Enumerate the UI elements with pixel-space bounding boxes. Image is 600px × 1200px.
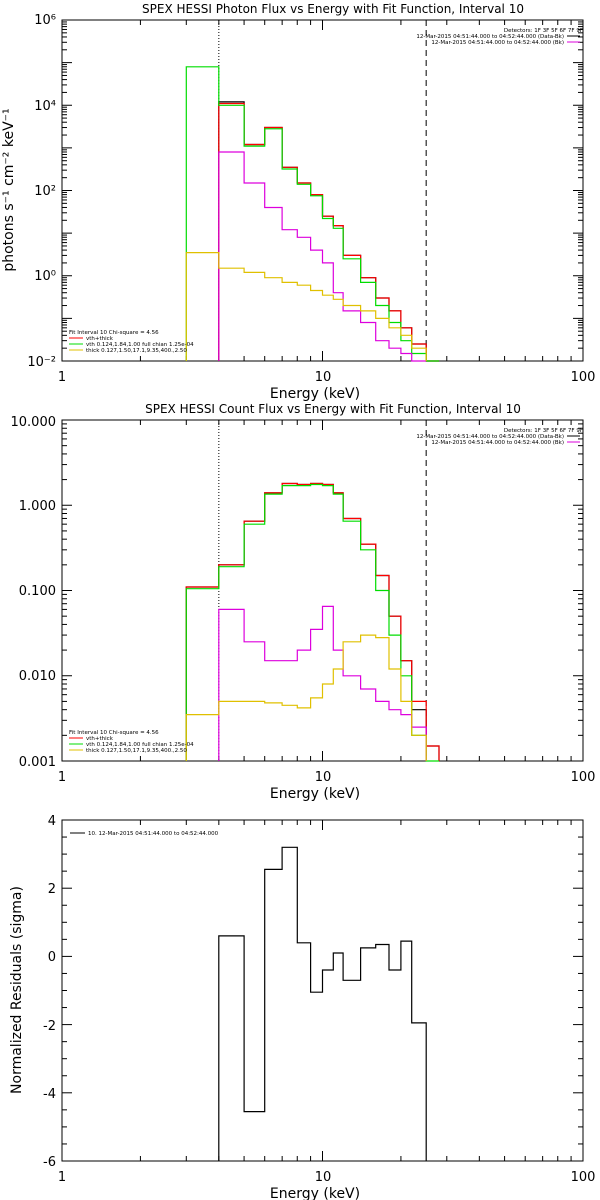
count-ytick-label: 1.000 [19,499,56,514]
photon-fit-legend: Fit Interval 10 Chi-square = 4.56 vth+th… [69,330,194,354]
count-axis-ticks [62,420,583,761]
residuals-ytick-label: -2 [43,1019,56,1034]
count-series-vth-thick [185,482,440,761]
photon-fit-title: Fit Interval 10 Chi-square = 4.56 [69,330,159,336]
photon-detectors-text: Detectors: 1F 3F 5F 6F 7F 9F [504,28,583,34]
photon-range-lines [218,20,427,361]
count-fit-legend: Fit Interval 10 Chi-square = 4.56 vth+th… [69,730,194,754]
photon-legend: Detectors: 1F 3F 5F 6F 7F 9F 12-Mar-2015… [416,28,583,46]
photon-fit-label: vth+thick [86,336,114,342]
photon-y-axis-label: photons s⁻¹ cm⁻² keV⁻¹ [1,108,17,271]
photon-plot-frame [61,19,584,362]
photon-ytick-label: 10⁻² [27,355,56,370]
count-ytick-label: 10.000 [11,415,57,430]
photon-flux-panel: SPEX HESSI Photon Flux vs Energy with Fi… [1,2,595,402]
residuals-legend: 10. 12-Mar-2015 04:51:44.000 to 04:52:44… [70,831,219,837]
count-panel-title: SPEX HESSI Count Flux vs Energy with Fit… [145,402,521,416]
residuals-axis-ticks [62,820,583,1161]
count-series-bk [218,605,427,761]
residuals-series-residuals [218,846,427,1161]
count-fit-label: thick 0.127,1.50,17.1,9.35,400.,2.50 [86,748,187,754]
count-fit-title: Fit Interval 10 Chi-square = 4.56 [69,730,159,736]
photon-ytick-label: 10⁴ [34,99,56,114]
count-ytick-label: 0.001 [19,755,56,770]
photon-xtick-label: 1 [58,370,66,385]
residuals-ytick-label: -4 [43,1087,56,1102]
residuals-ytick-label: 0 [48,950,56,965]
photon-panel-title: SPEX HESSI Photon Flux vs Energy with Fi… [142,2,524,16]
residuals-ytick-label: -6 [43,1155,56,1170]
count-xtick-label: 100 [571,770,596,785]
count-legend-label: 12-Mar-2015 04:51:44.000 to 04:52:44.000… [431,440,564,446]
count-ytick-label: 0.010 [19,669,56,684]
residuals-panel: -6 -4 -2 0 2 4 1 10 100 Energy (keV) Nor… [9,814,595,1200]
count-detectors-text: Detectors: 1F 3F 5F 6F 7F 9F [504,428,583,434]
residuals-ytick-label: 2 [48,882,56,897]
residuals-legend-label: 10. 12-Mar-2015 04:51:44.000 to 04:52:44… [88,831,219,837]
residuals-x-axis-label: Energy (keV) [270,1186,360,1200]
photon-series-vth-thick [218,102,439,362]
residuals-xtick-label: 100 [571,1170,596,1185]
photon-fit-label: vth 0.124,1.84,1.00 full chian 1.25e-04 [86,342,194,348]
photon-series-thick [185,252,427,361]
count-xtick-label: 1 [58,770,66,785]
count-series [185,482,440,762]
photon-legend-label: 12-Mar-2015 04:51:44.000 to 04:52:44.000… [431,40,564,46]
count-xtick-label: 10 [315,770,332,785]
photon-xtick-label: 10 [315,370,332,385]
photon-ytick-label: 10² [34,184,56,199]
photon-ytick-label: 10⁰ [34,269,56,284]
count-legend: Detectors: 1F 3F 5F 6F 7F 9F 12-Mar-2015… [416,428,583,446]
count-fit-label: vth 0.124,1.84,1.00 full chian 1.25e-04 [86,742,194,748]
residuals-xtick-label: 10 [315,1170,332,1185]
photon-xtick-label: 100 [571,370,596,385]
residuals-series [218,846,427,1161]
photon-legend-label: 12-Mar-2015 04:51:44.000 to 04:52:44.000… [416,34,564,40]
count-flux-panel: SPEX HESSI Count Flux vs Energy with Fit… [11,402,596,802]
photon-series-data-bk [218,101,439,362]
photon-series-bk [218,151,427,362]
count-series-thick [185,634,427,761]
count-plot-frame [61,419,584,762]
count-ytick-label: 0.100 [19,584,56,599]
photon-ytick-label: 10⁶ [34,13,56,28]
photon-series [185,66,439,362]
count-fit-label: vth+thick [86,736,114,742]
photon-axis-ticks [62,20,583,361]
residuals-ytick-label: 4 [48,814,56,829]
photon-x-axis-label: Energy (keV) [270,386,360,402]
residuals-xtick-label: 1 [58,1170,66,1185]
residuals-y-axis-label: Normalized Residuals (sigma) [9,886,25,1094]
count-x-axis-label: Energy (keV) [270,786,360,802]
count-legend-label: 12-Mar-2015 04:51:44.000 to 04:52:44.000… [416,434,564,440]
photon-fit-label: thick 0.127,1.50,17.1,9.35,400.,2.50 [86,348,187,354]
